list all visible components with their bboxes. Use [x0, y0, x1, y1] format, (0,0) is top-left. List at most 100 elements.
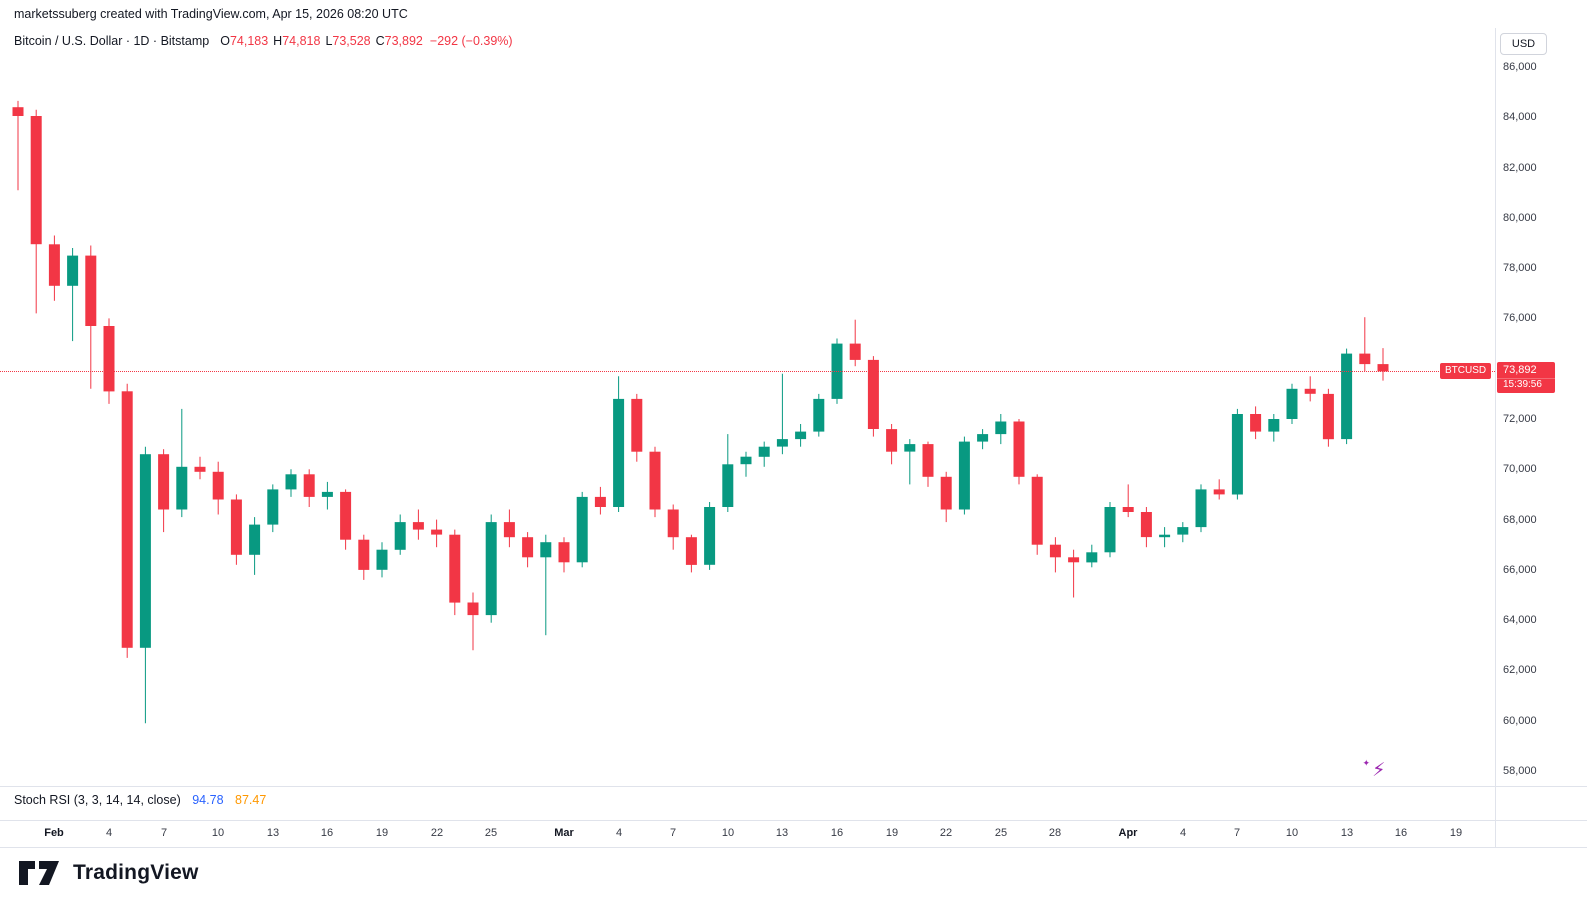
candle: [30, 109, 42, 314]
candle: [176, 408, 188, 518]
candle: [977, 429, 989, 450]
time-tick-label: 19: [1449, 827, 1463, 839]
pane-divider[interactable]: [0, 786, 1587, 787]
candle: [594, 486, 606, 515]
candle: [358, 534, 370, 580]
candle: [467, 592, 479, 651]
last-price-value: 73,892: [1503, 364, 1537, 376]
time-tick-label: 19: [375, 827, 389, 839]
time-tick-label: 10: [1285, 827, 1299, 839]
tradingview-logo-icon: [19, 861, 59, 885]
candle: [1068, 549, 1080, 598]
candle: [649, 446, 661, 518]
candle: [1359, 317, 1371, 372]
currency-toggle-button[interactable]: USD: [1500, 33, 1547, 55]
time-axis[interactable]: Feb 4 7 10 13 16 19 22 25 Mar 4 7 10 13 16 19 22 25 28 Apr 4…: [0, 821, 1495, 847]
last-price-line: [0, 371, 1495, 372]
time-tick-label: 22: [939, 827, 953, 839]
candle: [1286, 383, 1298, 424]
ohlc-key: C: [375, 34, 385, 48]
time-tick-label: 4: [105, 827, 113, 839]
candle: [1231, 408, 1243, 500]
symbol-price-tag: BTCUSD: [1440, 363, 1492, 379]
time-tick-label: 28: [1048, 827, 1062, 839]
candle: [740, 451, 752, 477]
candle: [503, 509, 515, 548]
candle: [67, 248, 79, 342]
candle: [522, 532, 534, 568]
time-tick-label: 7: [1233, 827, 1241, 839]
price-tick-label: 70,000: [1503, 463, 1537, 476]
candle: [85, 245, 97, 389]
candle: [1268, 414, 1280, 442]
candle: [1195, 484, 1207, 533]
ohlc-values: O74,183 H74,818 L73,528 C73,892: [215, 34, 423, 48]
price-tick-label: 66,000: [1503, 563, 1537, 576]
candle: [1159, 527, 1171, 548]
attribution-text: marketssuberg created with TradingView.c…: [14, 7, 408, 21]
candle: [758, 441, 770, 467]
price-tick-label: 62,000: [1503, 664, 1537, 677]
candle: [849, 319, 861, 367]
candle: [285, 469, 297, 497]
stoch-rsi-legend: Stoch RSI (3, 3, 14, 14, close) 94.78 87…: [14, 793, 266, 807]
candle: [1250, 406, 1262, 440]
price-tick-label: 78,000: [1503, 262, 1537, 275]
ohlc-value: 73,528: [332, 34, 371, 48]
chart-plot[interactable]: [0, 28, 1495, 820]
time-tick-label: 13: [775, 827, 789, 839]
bar-countdown: 15:39:56: [1497, 378, 1555, 393]
candle: [249, 517, 261, 575]
candle: [776, 373, 788, 455]
time-tick-label: 16: [320, 827, 334, 839]
candle: [194, 456, 206, 480]
candle: [1031, 474, 1043, 555]
candle: [394, 514, 406, 555]
last-price-badge: 73,892 15:39:56: [1497, 362, 1555, 393]
time-tick-label: 25: [994, 827, 1008, 839]
candle: [1213, 479, 1225, 500]
candle: [1086, 544, 1098, 568]
price-tick-label: 60,000: [1503, 714, 1537, 727]
candle: [558, 537, 570, 573]
candle: [431, 519, 443, 548]
candle: [995, 414, 1007, 445]
candle: [667, 504, 679, 550]
candle: [576, 491, 588, 568]
price-axis[interactable]: 86,00084,00082,00080,00078,00076,00074,0…: [1496, 28, 1587, 820]
stoch-rsi-k-value: 94.78: [192, 793, 224, 807]
time-tick-label: 13: [1340, 827, 1354, 839]
change-value: −292 (−0.39%): [429, 34, 513, 48]
candle: [613, 376, 625, 512]
tradingview-logo-text: TradingView: [73, 861, 199, 884]
candle: [321, 481, 333, 510]
tradingview-logo[interactable]: TradingView: [18, 860, 199, 886]
time-tick-label: 7: [160, 827, 168, 839]
candle: [1322, 388, 1334, 447]
time-tick-label: 13: [266, 827, 280, 839]
candle: [1377, 348, 1389, 381]
ohlc-key: O: [220, 34, 230, 48]
sparkle-icon: ✦: [1362, 757, 1371, 768]
candle: [540, 534, 552, 636]
flash-boost-button[interactable]: ✦ ⚡: [1358, 755, 1392, 785]
ohlc-value: 74,183: [229, 34, 269, 48]
ohlc-value: 74,818: [282, 34, 321, 48]
price-tick-label: 80,000: [1503, 211, 1537, 224]
candle: [230, 494, 242, 565]
time-tick-label: 7: [669, 827, 677, 839]
time-tick-label: 25: [484, 827, 498, 839]
time-tick-label: 22: [430, 827, 444, 839]
candle: [303, 469, 315, 507]
candle: [1177, 522, 1189, 543]
time-tick-label: 16: [1394, 827, 1408, 839]
candle: [1013, 419, 1025, 485]
candle: [958, 436, 970, 515]
time-tick-label: 19: [885, 827, 899, 839]
time-tick-label: Mar: [554, 827, 574, 839]
price-tick-label: 72,000: [1503, 413, 1537, 425]
candle: [922, 441, 934, 487]
time-tick-label: 16: [830, 827, 844, 839]
candle: [1341, 348, 1353, 445]
candle: [376, 542, 388, 578]
